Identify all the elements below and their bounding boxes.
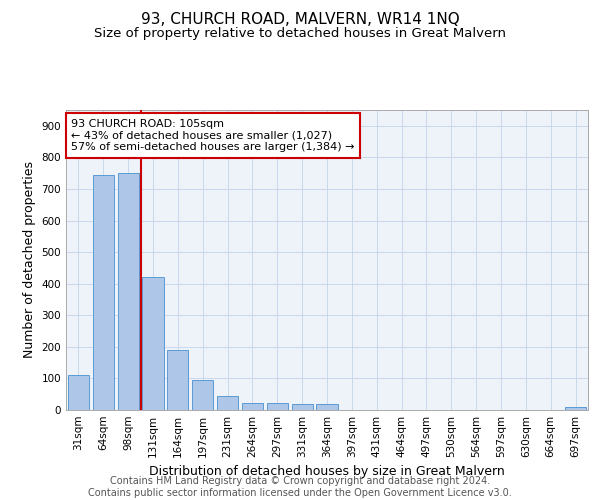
Bar <box>292 404 313 410</box>
Bar <box>192 380 213 410</box>
Bar <box>118 173 139 410</box>
Bar <box>167 350 188 410</box>
Bar <box>565 408 586 410</box>
Bar <box>142 278 164 410</box>
Text: Contains HM Land Registry data © Crown copyright and database right 2024.
Contai: Contains HM Land Registry data © Crown c… <box>88 476 512 498</box>
Bar <box>217 396 238 410</box>
Bar <box>68 376 89 410</box>
Bar <box>267 403 288 410</box>
Bar <box>93 174 114 410</box>
Text: 93 CHURCH ROAD: 105sqm
← 43% of detached houses are smaller (1,027)
57% of semi-: 93 CHURCH ROAD: 105sqm ← 43% of detached… <box>71 119 355 152</box>
Bar <box>316 404 338 410</box>
Text: 93, CHURCH ROAD, MALVERN, WR14 1NQ: 93, CHURCH ROAD, MALVERN, WR14 1NQ <box>140 12 460 28</box>
Y-axis label: Number of detached properties: Number of detached properties <box>23 162 36 358</box>
Bar <box>242 403 263 410</box>
X-axis label: Distribution of detached houses by size in Great Malvern: Distribution of detached houses by size … <box>149 466 505 478</box>
Text: Size of property relative to detached houses in Great Malvern: Size of property relative to detached ho… <box>94 28 506 40</box>
